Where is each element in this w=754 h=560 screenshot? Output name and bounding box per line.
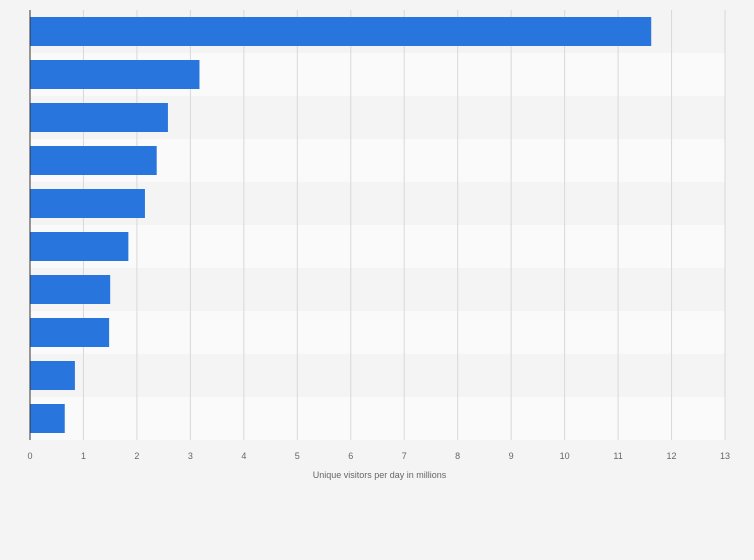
x-tick-label: 8	[455, 451, 460, 461]
x-tick-label: 7	[402, 451, 407, 461]
x-tick-label: 1	[81, 451, 86, 461]
bar[interactable]	[30, 318, 110, 347]
bar[interactable]	[30, 17, 652, 46]
x-tick-label: 12	[667, 451, 677, 461]
x-tick-label: 0	[27, 451, 32, 461]
x-tick-label: 2	[134, 451, 139, 461]
row-band	[30, 397, 725, 440]
row-band	[30, 182, 725, 225]
bars	[30, 17, 652, 433]
bar[interactable]	[30, 232, 129, 261]
x-tick-label: 10	[560, 451, 570, 461]
bar[interactable]	[30, 189, 145, 218]
bar[interactable]	[30, 103, 168, 132]
row-bands	[30, 10, 725, 440]
bar[interactable]	[30, 60, 200, 89]
bar[interactable]	[30, 361, 75, 390]
x-tick-label: 5	[295, 451, 300, 461]
x-tick-label: 13	[720, 451, 730, 461]
bar[interactable]	[30, 404, 65, 433]
x-tick-labels: 0 1 2 3 4 5 6 7 8 9 10 11 12 13	[27, 451, 730, 461]
bar[interactable]	[30, 275, 111, 304]
row-band	[30, 225, 725, 268]
row-band	[30, 268, 725, 311]
x-tick-label: 11	[613, 451, 622, 461]
x-tick-label: 6	[348, 451, 353, 461]
x-tick-label: 3	[188, 451, 193, 461]
row-band	[30, 354, 725, 397]
row-band	[30, 311, 725, 354]
x-axis-title: Unique visitors per day in millions	[313, 470, 447, 480]
bar[interactable]	[30, 146, 157, 175]
x-tick-label: 9	[509, 451, 514, 461]
x-tick-label: 4	[241, 451, 246, 461]
